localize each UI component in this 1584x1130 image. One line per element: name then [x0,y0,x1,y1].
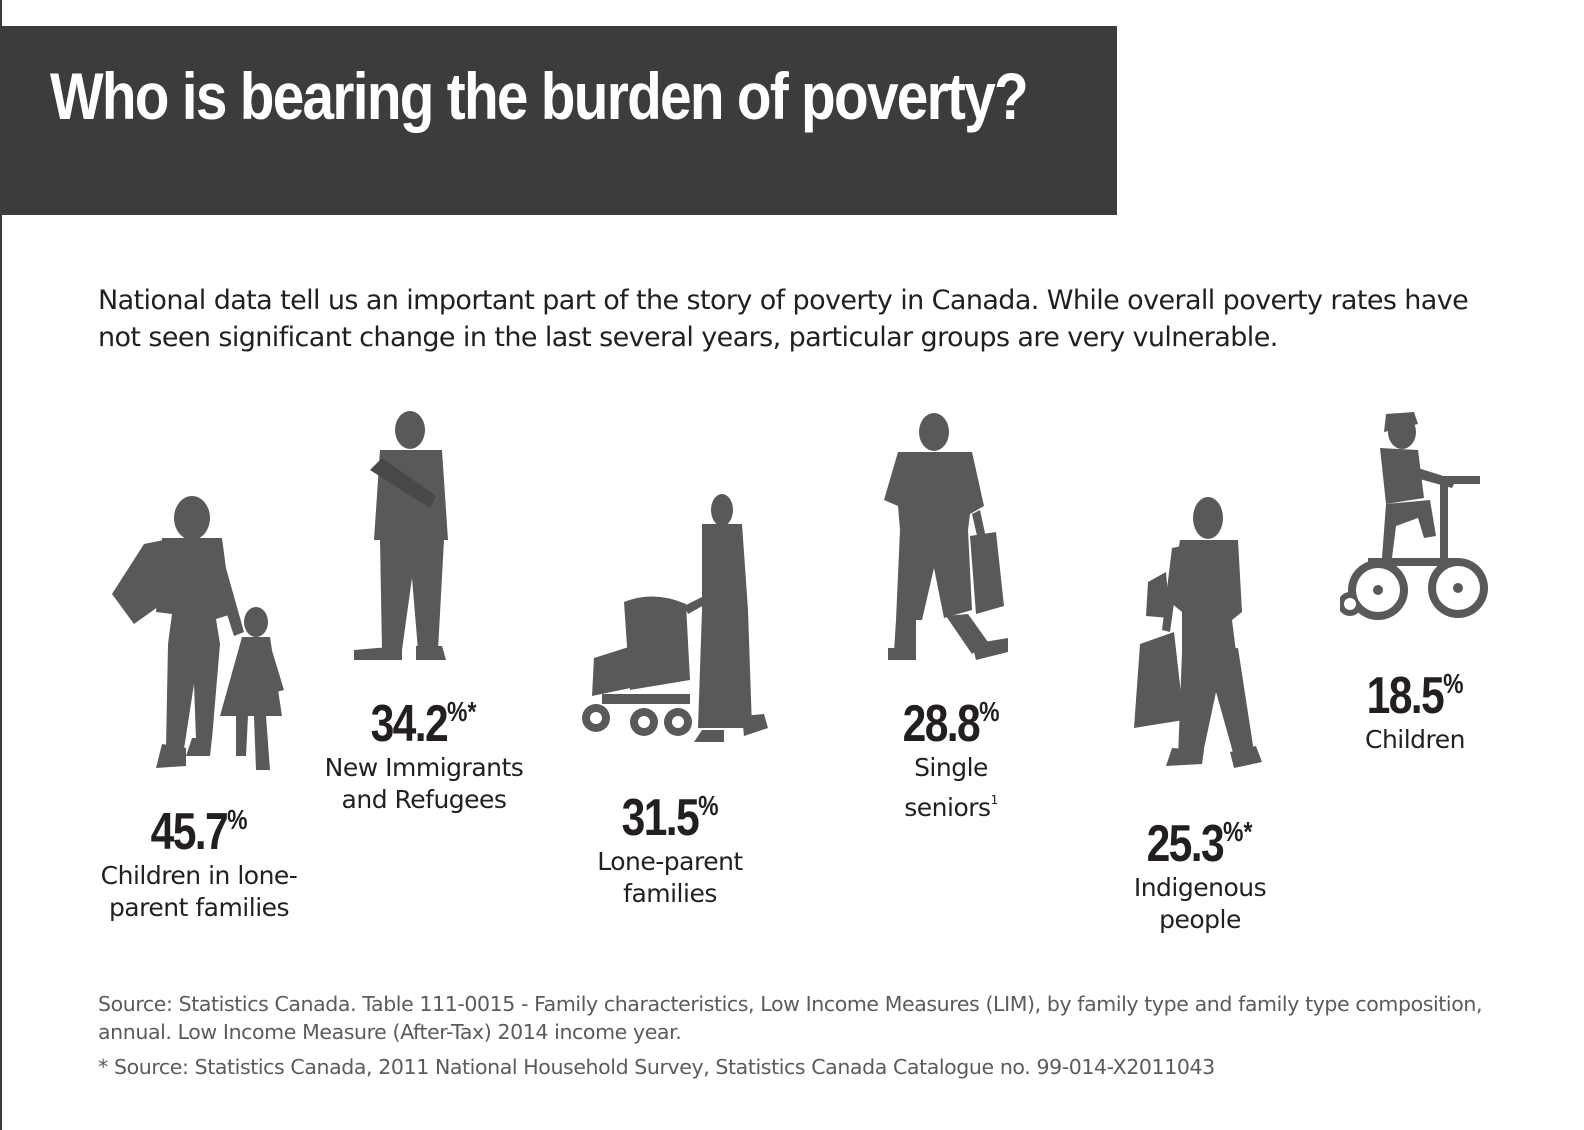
stat-single-seniors: 28.8% Single seniors1 [866,684,1036,824]
title-band [0,26,1117,215]
stat-label: Single seniors1 [904,753,999,822]
stat-indigenous-people: 25.3%* Indigenous people [1110,804,1290,936]
woman-walking-bags-icon [1126,492,1276,782]
stat-label: New Immigrants and Refugees [324,753,524,814]
intro-paragraph: National data tell us an important part … [98,285,1469,353]
stat-label: Children in lone- parent families [100,861,298,922]
mother-child-walking-icon [104,494,294,784]
footnote-marker: 1 [990,793,999,807]
woman-stroller-icon [574,490,774,745]
stat-children: 18.5% Children [1340,656,1490,756]
stat-value: 45.7% [150,803,248,861]
senior-man-walking-icon [876,410,1016,665]
left-edge-rule [0,0,2,1130]
source-note-primary: Source: Statistics Canada. Table 111-001… [98,992,1483,1044]
stat-children-lone-parent: 45.7% Children in lone- parent families [84,792,314,924]
stat-value: 34.2%* [371,695,477,753]
stat-label: Lone-parent families [597,847,743,908]
stat-value: 28.8% [902,695,1000,753]
stat-new-immigrants: 34.2%* New Immigrants and Refugees [306,684,542,816]
page-title: Who is bearing the burden of poverty? [50,59,1029,133]
stat-label: Indigenous people [1133,873,1267,934]
stat-lone-parent-families: 31.5% Lone-parent families [570,778,770,910]
standing-man-icon [350,410,460,665]
source-note-secondary: * Source: Statistics Canada, 2011 Nation… [98,1055,1215,1079]
stat-label: Children [1364,725,1466,754]
stat-value: 18.5% [1366,667,1464,725]
child-bicycle-icon [1340,408,1490,633]
stat-value: 25.3%* [1147,815,1253,873]
stat-value: 31.5% [621,789,719,847]
